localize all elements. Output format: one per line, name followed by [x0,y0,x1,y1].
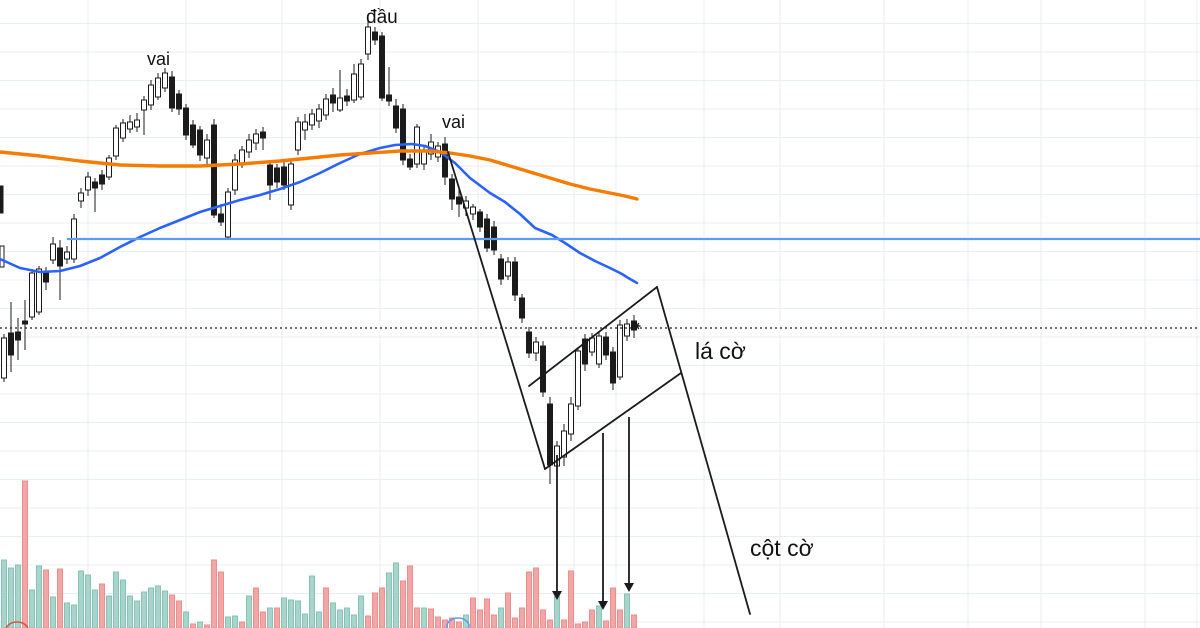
label-flagpole: cột cờ [750,535,814,561]
label-right-shoulder: vai [442,112,466,132]
label-left-shoulder: vai [147,49,171,69]
label-head: đầu [366,7,398,28]
moving-average-lines [0,142,639,285]
volume-bars [1,480,637,628]
trend-drawings [5,151,751,628]
label-flag: lá cờ [695,338,746,364]
last-price-star-icon [633,322,641,330]
horizontal-level-lines [0,237,1200,329]
